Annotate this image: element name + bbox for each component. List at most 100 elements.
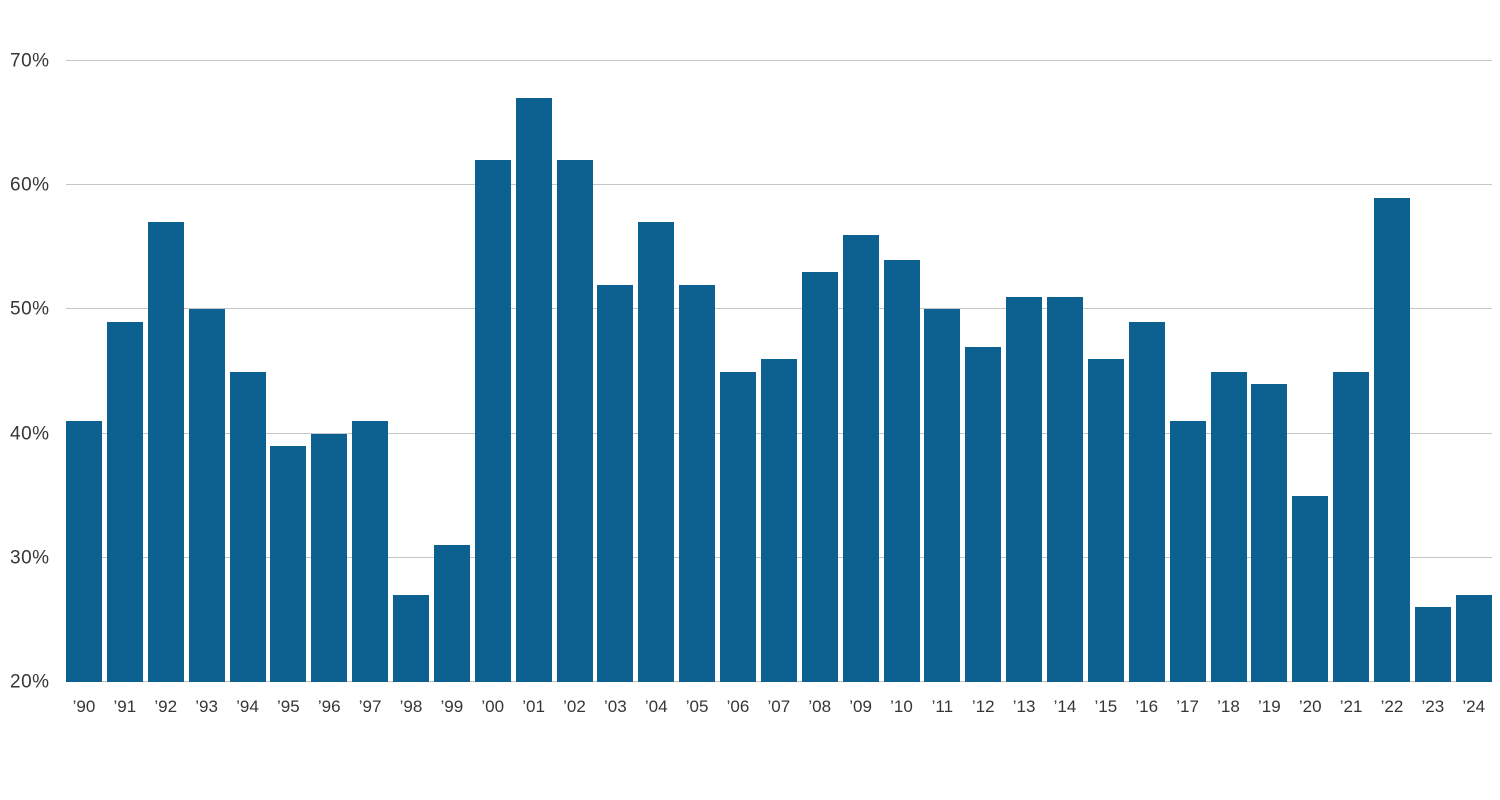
x-axis-tick-label: ’19 (1258, 697, 1281, 716)
plot-area: ’90 ’91 ’92 ’93 ’94 ’95 ’96 ’97 ’98 ’99 ’00 ’01 ’02 ’… (66, 60, 1492, 716)
x-axis-tick-label: ’21 (1339, 697, 1363, 716)
bar-group-15: ’15 (1087, 61, 1124, 716)
bar (1251, 383, 1288, 682)
x-axis-tick-label: ’91 (113, 697, 137, 716)
x-axis-tick-label: ’23 (1421, 697, 1445, 716)
x-axis-tick-label: ’22 (1380, 697, 1404, 716)
x-axis-tick-label: ’05 (685, 697, 709, 716)
bar-group-24: ’24 (1455, 61, 1492, 716)
bar-group-97: ’97 (352, 61, 389, 716)
x-axis-tick-label: ’03 (604, 697, 627, 716)
bar-group-13: ’13 (1006, 61, 1043, 716)
x-axis-tick-label: ’06 (726, 697, 750, 716)
bar (597, 284, 634, 682)
bar-group-20: ’20 (1292, 61, 1329, 716)
bar (229, 371, 266, 682)
x-axis-tick-label: ’13 (1012, 697, 1036, 716)
bar (965, 346, 1002, 682)
x-axis-tick-label: ’16 (1135, 697, 1159, 716)
bar-group-04: ’04 (638, 61, 675, 716)
gridline-70 (66, 60, 1492, 61)
bar (393, 595, 429, 682)
bar-group-06: ’06 (720, 61, 756, 716)
bars-row: ’90 ’91 ’92 ’93 ’94 ’95 ’96 ’97 ’98 ’99 ’00 ’01 ’02 ’… (66, 61, 1492, 716)
bar-group-94: ’94 (229, 61, 266, 716)
gridline-50 (66, 308, 1492, 310)
bar (556, 160, 593, 682)
bar (515, 98, 552, 682)
x-axis-tick-label: ’20 (1298, 697, 1322, 716)
x-axis-tick-label: ’95 (277, 697, 300, 716)
bar (1169, 421, 1206, 682)
x-axis-tick-label: ’10 (890, 697, 913, 716)
bar-group-18: ’18 (1210, 61, 1247, 716)
x-axis-tick-label: ’09 (849, 697, 872, 716)
bar-group-01: ’01 (515, 61, 552, 716)
bar-group-93: ’93 (188, 61, 225, 716)
bar-group-05: ’05 (679, 61, 716, 716)
bar-group-92: ’92 (147, 61, 184, 716)
bar-group-91: ’91 (106, 61, 143, 716)
x-axis-tick-label: ’12 (971, 697, 995, 716)
x-axis-tick-label: ’94 (236, 697, 259, 716)
bar (1292, 495, 1329, 682)
bar (1374, 197, 1410, 682)
bar (188, 309, 225, 682)
bar-group-02: ’02 (556, 61, 593, 716)
bar (679, 284, 716, 682)
bar (352, 421, 389, 682)
x-axis-tick-label: ’08 (808, 697, 832, 716)
x-axis-tick-label: ’18 (1217, 697, 1240, 716)
bar-group-07: ’07 (760, 61, 797, 716)
bar (1006, 296, 1043, 682)
bar (311, 433, 348, 682)
bar-group-03: ’03 (597, 61, 634, 716)
bar (433, 545, 470, 682)
bar-group-00: ’00 (474, 61, 511, 716)
bar (474, 160, 511, 682)
bar (270, 446, 307, 682)
bar (147, 222, 184, 682)
bar-group-10: ’10 (883, 61, 920, 716)
bar-group-96: ’96 (311, 61, 348, 716)
y-axis-tick-label: 40% (10, 423, 50, 445)
x-axis-tick-label: ’07 (767, 697, 791, 716)
y-axis-tick-label: 20% (10, 671, 50, 693)
bar (1128, 321, 1165, 682)
bar-group-21: ’21 (1333, 61, 1370, 716)
x-axis-tick-label: ’24 (1462, 697, 1486, 716)
bar (1087, 359, 1124, 682)
x-axis-tick-label: ’92 (154, 697, 178, 716)
x-axis-tick-label: ’17 (1176, 697, 1199, 716)
bar (106, 321, 143, 682)
y-axis-tick-label: 70% (10, 50, 50, 72)
bar-group-17: ’17 (1169, 61, 1206, 716)
x-axis-tick-label: ’90 (72, 697, 96, 716)
x-axis-tick-label: ’04 (644, 697, 668, 716)
bar (883, 259, 920, 682)
x-axis-tick-label: ’02 (563, 697, 586, 716)
x-axis-tick-label: ’96 (317, 697, 341, 716)
x-axis-tick-label: ’99 (440, 697, 464, 716)
bar-group-09: ’09 (842, 61, 879, 716)
bar (1333, 371, 1370, 682)
x-axis-tick-label: ’11 (931, 697, 954, 716)
bar-group-22: ’22 (1374, 61, 1410, 716)
y-axis-tick-label: 60% (10, 174, 50, 196)
x-axis-tick-label: ’93 (195, 697, 218, 716)
bar-group-98: ’98 (393, 61, 429, 716)
gridline-60 (66, 184, 1492, 186)
x-axis-tick-label: ’00 (481, 697, 505, 716)
bar-group-11: ’11 (924, 61, 961, 716)
bar-group-99: ’99 (433, 61, 470, 716)
bar-group-23: ’23 (1414, 61, 1451, 716)
y-axis-tick-label: 50% (10, 298, 50, 320)
bar (1414, 607, 1451, 682)
x-axis-tick-label: ’01 (522, 697, 545, 716)
bar (1210, 371, 1247, 682)
bar-group-08: ’08 (801, 61, 838, 716)
x-axis-tick-label: ’97 (358, 697, 382, 716)
bar-group-16: ’16 (1128, 61, 1165, 716)
bar (720, 371, 756, 682)
